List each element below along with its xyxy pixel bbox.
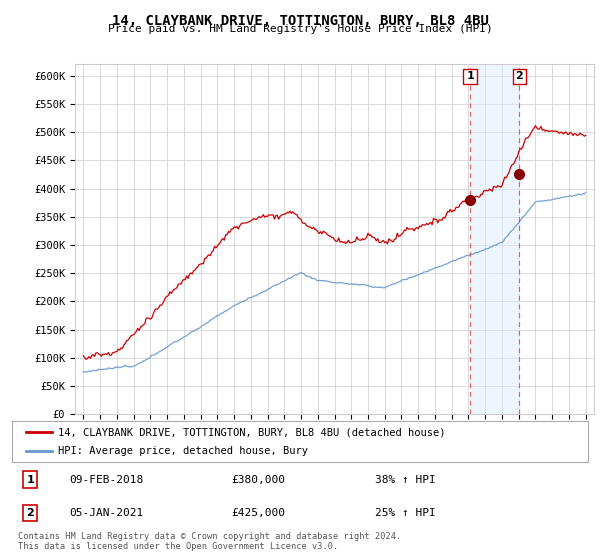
Text: 25% ↑ HPI: 25% ↑ HPI: [375, 508, 436, 518]
Text: 38% ↑ HPI: 38% ↑ HPI: [375, 475, 436, 484]
Text: 1: 1: [26, 475, 34, 484]
Text: £425,000: £425,000: [231, 508, 285, 518]
Text: HPI: Average price, detached house, Bury: HPI: Average price, detached house, Bury: [58, 446, 308, 456]
Text: Price paid vs. HM Land Registry's House Price Index (HPI): Price paid vs. HM Land Registry's House …: [107, 24, 493, 34]
Text: 1: 1: [466, 72, 474, 81]
Text: 2: 2: [515, 72, 523, 81]
Text: 14, CLAYBANK DRIVE, TOTTINGTON, BURY, BL8 4BU (detached house): 14, CLAYBANK DRIVE, TOTTINGTON, BURY, BL…: [58, 427, 446, 437]
Text: Contains HM Land Registry data © Crown copyright and database right 2024.
This d: Contains HM Land Registry data © Crown c…: [18, 532, 401, 552]
Text: 09-FEB-2018: 09-FEB-2018: [70, 475, 144, 484]
Text: £380,000: £380,000: [231, 475, 285, 484]
Text: 14, CLAYBANK DRIVE, TOTTINGTON, BURY, BL8 4BU: 14, CLAYBANK DRIVE, TOTTINGTON, BURY, BL…: [112, 14, 488, 28]
Text: 05-JAN-2021: 05-JAN-2021: [70, 508, 144, 518]
Text: 2: 2: [26, 508, 34, 518]
